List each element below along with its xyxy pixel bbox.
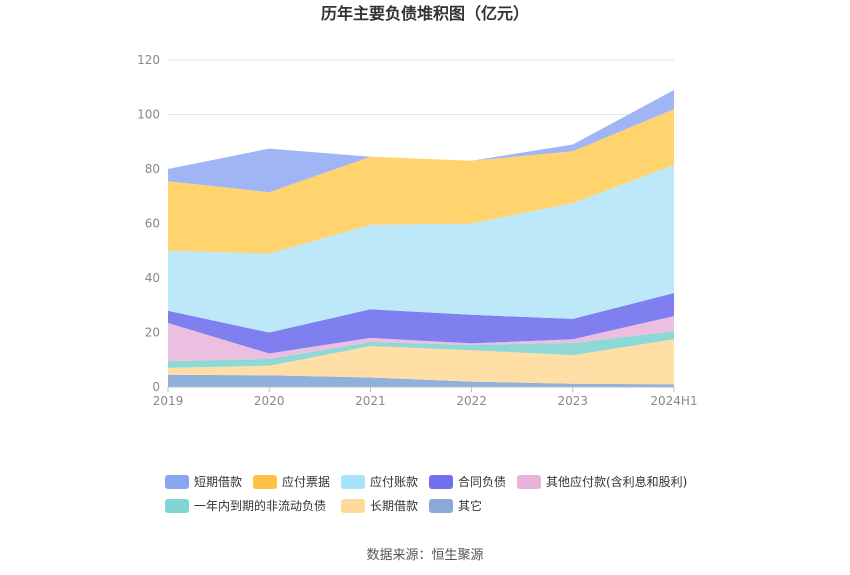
area-series-0: [168, 374, 674, 387]
legend-label: 应付账款: [370, 474, 418, 489]
x-tick-label: 2020: [254, 394, 285, 408]
legend-swatch: [517, 475, 541, 489]
legend-label: 应付票据: [282, 474, 330, 489]
legend-swatch: [253, 475, 277, 489]
area-series-5: [168, 164, 674, 333]
legend-item: 短期借款: [165, 475, 242, 489]
x-tick-label: 2022: [456, 394, 487, 408]
y-tick-label: 60: [145, 217, 160, 231]
legend: 短期借款 应付票据 应付账款 合同负债 其他应付款(含利息和股利) 一年内到期的非流动负债…: [165, 474, 687, 513]
y-axis: 0 20 40 60 80 100 120: [137, 53, 160, 394]
x-tick-label: 2023: [558, 394, 589, 408]
y-tick-label: 0: [152, 380, 160, 394]
legend-item: 长期借款: [341, 499, 418, 513]
x-tick-label: 2019: [153, 394, 184, 408]
area-series-1: [168, 339, 674, 385]
legend-swatch: [165, 475, 189, 489]
legend-label: 其它: [458, 498, 482, 513]
y-tick-label: 80: [145, 162, 160, 176]
x-tick-label: 2024H1: [650, 394, 697, 408]
y-tick-label: 100: [137, 108, 160, 122]
legend-swatch: [341, 499, 365, 513]
legend-label: 一年内到期的非流动负债: [194, 498, 326, 513]
legend-swatch: [165, 499, 189, 513]
y-tick-label: 40: [145, 271, 160, 285]
legend-label: 其他应付款(含利息和股利): [546, 474, 687, 489]
legend-item: 应付账款: [341, 474, 418, 489]
area-series-3: [168, 316, 674, 362]
x-tick-label: 2021: [355, 394, 386, 408]
legend-item: 应付票据: [253, 474, 330, 489]
legend-item: 其它: [429, 498, 482, 513]
area-series: [168, 90, 674, 387]
x-axis: 2019 2020 2021 2022 2023 2024H1: [153, 386, 698, 408]
legend-label: 短期借款: [194, 475, 242, 489]
chart-title: 历年主要负债堆积图（亿元）: [321, 4, 529, 23]
legend-item: 一年内到期的非流动负债: [165, 498, 326, 513]
y-tick-label: 20: [145, 326, 160, 340]
y-tick-label: 120: [137, 53, 160, 67]
area-series-2: [168, 331, 674, 368]
legend-swatch: [341, 475, 365, 489]
legend-label: 合同负债: [458, 474, 506, 489]
legend-label: 长期借款: [370, 499, 418, 513]
legend-item: 其他应付款(含利息和股利): [517, 474, 687, 489]
legend-swatch: [429, 475, 453, 489]
data-source: 数据来源：恒生聚源: [366, 548, 483, 563]
area-series-7: [168, 90, 674, 193]
legend-swatch: [429, 499, 453, 513]
area-series-6: [168, 109, 674, 254]
area-series-4: [168, 293, 674, 354]
legend-item: 合同负债: [429, 474, 506, 489]
